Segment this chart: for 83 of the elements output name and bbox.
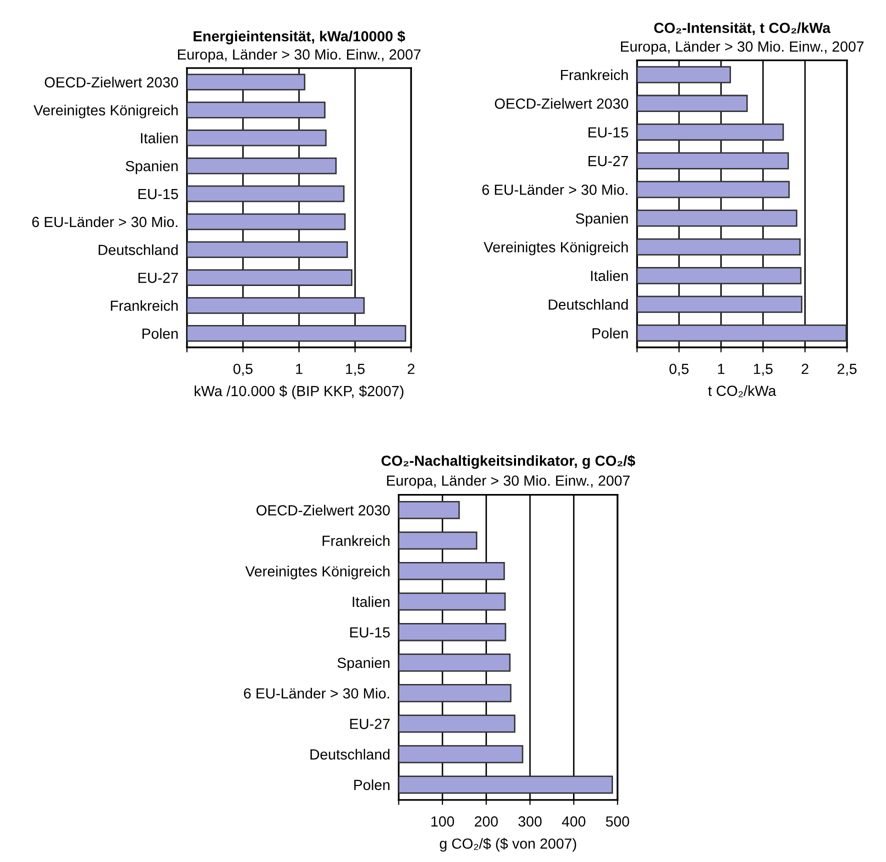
y-tick-label: 6 EU-Länder > 30 Mio. bbox=[482, 184, 628, 195]
bar bbox=[637, 267, 802, 284]
chart-subtitle: Europa, Länder > 30 Mio. Einw., 2007 bbox=[387, 475, 630, 489]
y-tick-label: OECD-Zielwert 2030 bbox=[44, 76, 178, 88]
y-tick-label: EU-27 bbox=[350, 718, 390, 730]
y-tick-label: Deutschland bbox=[98, 244, 178, 256]
y-tick-label: EU-15 bbox=[138, 189, 178, 200]
bar bbox=[398, 500, 460, 520]
bar bbox=[637, 152, 789, 170]
bar bbox=[637, 180, 790, 198]
y-tick-label: Italien bbox=[141, 132, 178, 144]
bar bbox=[186, 130, 327, 146]
y-tick-label: Polen bbox=[354, 779, 390, 790]
bar bbox=[398, 714, 516, 733]
bar bbox=[637, 94, 748, 112]
y-tick-label: OECD-Zielwert 2030 bbox=[256, 504, 390, 516]
bar bbox=[186, 74, 306, 90]
y-tick-label: Spanien bbox=[576, 212, 628, 227]
bar bbox=[186, 297, 365, 314]
bar bbox=[398, 531, 478, 550]
x-tick-label: 400 bbox=[562, 816, 586, 827]
bar bbox=[186, 213, 346, 230]
chart-title: Energieintensität, kWa/10000 $ bbox=[194, 30, 406, 44]
y-tick-label: Vereinigtes Königreich bbox=[245, 566, 390, 580]
bar bbox=[637, 324, 847, 342]
bar bbox=[398, 592, 506, 611]
chart-title: CO₂-Nachaltigkeitsindikator, g CO₂/$ bbox=[382, 454, 636, 469]
y-tick-label: EU-27 bbox=[138, 272, 178, 283]
bar bbox=[186, 269, 352, 286]
y-tick-label: OECD-Zielwert 2030 bbox=[494, 98, 628, 109]
x-tick-label: 0,5 bbox=[233, 364, 253, 376]
x-tick-label: 1,5 bbox=[754, 364, 773, 376]
y-tick-label: Deutschland bbox=[310, 748, 390, 760]
bar bbox=[637, 124, 784, 141]
x-tick-label: 2 bbox=[408, 364, 414, 374]
x-tick-label: 0,5 bbox=[669, 364, 689, 376]
y-tick-label: Spanien bbox=[126, 160, 178, 174]
x-axis-title: g CO₂/$ ($ von 2007) bbox=[440, 838, 576, 852]
y-tick-label: Frankreich bbox=[110, 300, 178, 311]
chart-subtitle: Europa, Länder > 30 Mio. Einw., 2007 bbox=[178, 48, 421, 63]
bar bbox=[186, 325, 406, 342]
bar bbox=[186, 241, 348, 258]
x-tick-label: 300 bbox=[518, 816, 542, 827]
bar bbox=[637, 210, 798, 227]
x-tick-label: 2 bbox=[802, 364, 808, 374]
bar bbox=[398, 745, 524, 764]
bar bbox=[186, 185, 345, 202]
x-tick-label: 1,5 bbox=[346, 364, 365, 376]
x-tick-label: 200 bbox=[474, 816, 498, 827]
y-tick-label: Deutschland bbox=[548, 299, 628, 310]
bar bbox=[637, 296, 802, 313]
bar bbox=[398, 562, 505, 580]
y-tick-label: Italien bbox=[591, 270, 628, 282]
bar bbox=[398, 776, 613, 794]
bar bbox=[398, 623, 506, 642]
x-tick-label: 100 bbox=[431, 816, 454, 827]
bar bbox=[398, 684, 512, 702]
bar bbox=[186, 157, 337, 174]
y-tick-label: Polen bbox=[592, 328, 628, 338]
y-tick-label: Polen bbox=[142, 328, 178, 339]
y-tick-label: Frankreich bbox=[322, 535, 390, 546]
chart-title: CO₂-Intensität, t CO₂/kWa bbox=[654, 22, 831, 36]
y-tick-label: EU-15 bbox=[588, 127, 628, 138]
y-tick-label: Vereinigtes Königreich bbox=[484, 242, 628, 256]
chart-subtitle: Europa, Länder > 30 Mio. Einw., 2007 bbox=[621, 41, 864, 55]
bar bbox=[637, 66, 731, 84]
bar bbox=[186, 102, 326, 118]
y-tick-label: Spanien bbox=[338, 657, 390, 671]
bar bbox=[637, 238, 801, 256]
x-tick-label: 2,5 bbox=[838, 364, 857, 376]
y-tick-label: Vereinigtes Königreich bbox=[34, 104, 178, 118]
x-axis-title: t CO₂/kWa bbox=[708, 385, 776, 398]
y-tick-label: EU-27 bbox=[588, 156, 628, 166]
x-tick-label: 1 bbox=[718, 364, 724, 374]
y-tick-label: Italien bbox=[352, 596, 390, 608]
x-axis-title: kWa /10.000 $ (BIP KKP, $2007) bbox=[194, 385, 404, 400]
bar bbox=[398, 654, 511, 672]
x-tick-label: 1 bbox=[296, 364, 302, 374]
y-tick-label: 6 EU-Länder > 30 Mio. bbox=[244, 688, 390, 699]
x-tick-label: 500 bbox=[606, 816, 630, 827]
y-tick-label: Frankreich bbox=[561, 69, 628, 80]
y-tick-label: 6 EU-Länder > 30 Mio. bbox=[32, 216, 178, 228]
y-tick-label: EU-15 bbox=[350, 627, 390, 638]
